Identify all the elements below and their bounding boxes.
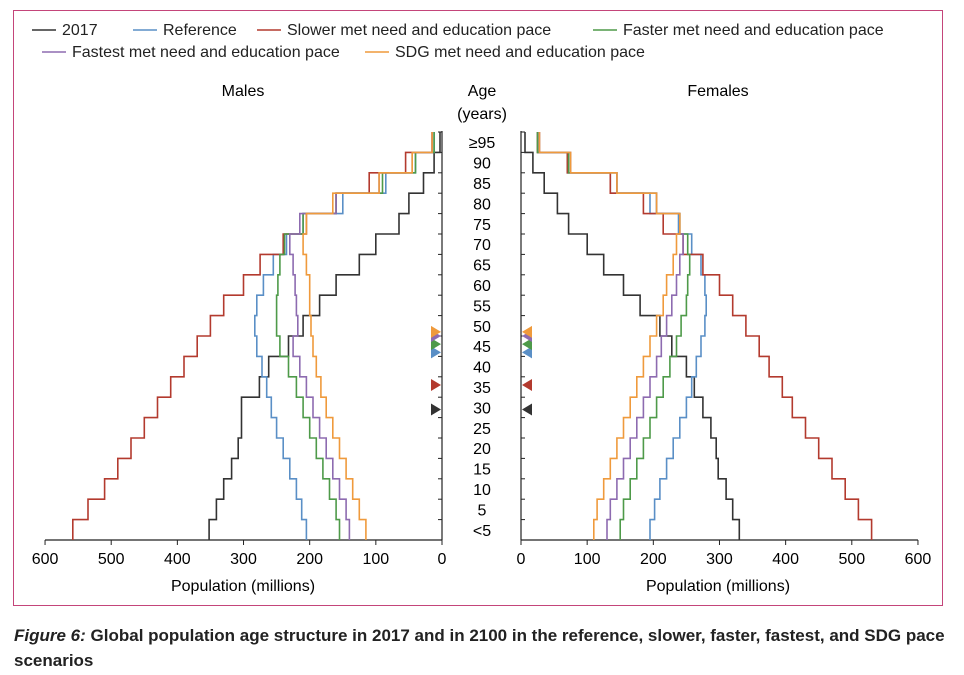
age-label: 75 [473,217,491,234]
legend-label: Fastest met need and education pace [72,44,340,61]
median-age-markers [431,325,532,416]
age-label: <5 [473,523,491,540]
age-label: 65 [473,258,491,275]
series-line-females [536,132,707,540]
age-label: 45 [473,339,491,356]
panel-title-males: Males [222,83,265,100]
age-label: 80 [473,196,491,213]
series-line-males [208,132,441,540]
population-pyramid-chart: 2017 Reference Slower met need and educati… [32,22,932,595]
median-marker-females [522,403,532,416]
x-tick-label-males: 600 [32,551,59,568]
age-label: 10 [473,482,491,499]
legend-label: Faster met need and education pace [623,22,884,39]
x-tick-label-males: 400 [164,551,191,568]
figure-frame [13,10,943,606]
age-label: 60 [473,278,491,295]
x-tick-label-males: 100 [362,551,389,568]
age-label: 30 [473,400,491,417]
caption-text: Global population age structure in 2017 … [14,626,945,670]
median-marker-females [522,378,532,391]
series-lines [72,132,873,540]
median-marker-females [522,346,532,359]
age-label: 90 [473,156,491,173]
x-tick-label-females: 200 [640,551,667,568]
age-label: 85 [473,176,491,193]
series-line-males [302,132,433,540]
age-label: 20 [473,441,491,458]
x-tick-label-males: 300 [230,551,257,568]
age-axis-title-line1: Age [468,83,497,100]
age-label: 5 [478,502,487,519]
legend-label: 2017 [62,22,98,39]
age-label: 40 [473,360,491,377]
axes: 0 0 100 100 200 200 300 300 400 400 500 500 600 600 [32,131,932,568]
figure-label: Figure 6: [14,626,86,645]
age-label: 50 [473,319,491,336]
median-marker-males [431,403,441,416]
median-marker-males [431,338,441,351]
series-line-females [538,132,681,540]
figure-caption: Figure 6: Global population age structur… [14,623,954,673]
x-axis-label-left: Population (millions) [171,578,315,595]
age-label: ≥95 [469,135,496,152]
age-label: 25 [473,421,491,438]
median-marker-females [522,325,532,338]
legend: 2017 Reference Slower met need and educati… [32,22,884,61]
age-tick-labels: <5 5 10 15 20 25 30 35 40 45 50 55 60 65 70 75 80 85 90 ≥95 [469,135,496,540]
series-line-females [536,132,873,540]
legend-label: Reference [163,22,237,39]
series-line-males [254,132,435,540]
series-line-males [289,132,433,540]
x-tick-label-females: 400 [772,551,799,568]
age-axis-title-line2: (years) [457,106,507,123]
panel-title-females: Females [687,83,748,100]
age-label: 35 [473,380,491,397]
median-marker-females [522,338,532,351]
x-tick-label-females: 0 [517,551,526,568]
age-label: 55 [473,298,491,315]
legend-label: SDG met need and education pace [395,44,645,61]
median-marker-males [431,325,441,338]
x-tick-label-females: 100 [574,551,601,568]
age-label: 15 [473,462,491,479]
legend-label: Slower met need and education pace [287,22,551,39]
x-tick-label-males: 500 [98,551,125,568]
x-tick-label-females: 500 [838,551,865,568]
median-marker-males [431,346,441,359]
age-label: 70 [473,237,491,254]
x-tick-label-females: 600 [905,551,932,568]
x-tick-label-males: 0 [438,551,447,568]
x-tick-label-males: 200 [296,551,323,568]
x-tick-label-females: 300 [706,551,733,568]
median-marker-males [431,378,441,391]
x-axis-label-right: Population (millions) [646,578,790,595]
